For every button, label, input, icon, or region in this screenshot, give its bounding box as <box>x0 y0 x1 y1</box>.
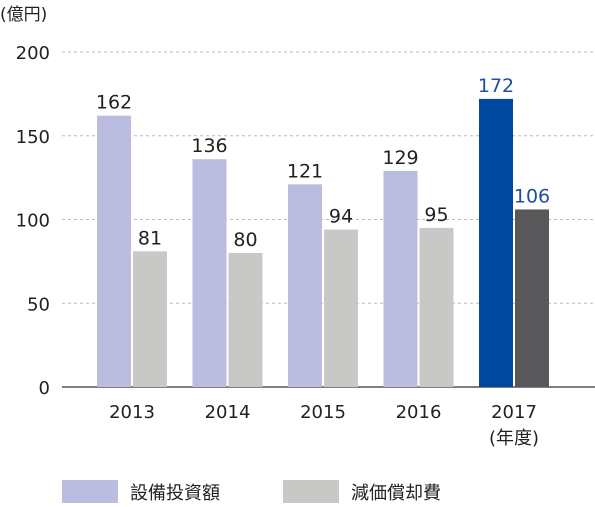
bar <box>479 98 513 388</box>
data-label: 81 <box>138 227 162 249</box>
x-tick-sublabel: (年度) <box>489 428 539 449</box>
bar <box>324 229 358 387</box>
bar <box>419 227 454 387</box>
legend-swatch <box>62 480 118 503</box>
legend-label: 設備投資額 <box>130 483 220 504</box>
bar <box>383 170 418 387</box>
data-label: 162 <box>96 92 132 114</box>
x-tick-label: 2016 <box>396 402 442 423</box>
y-tick-label: 200 <box>16 43 50 64</box>
y-tick-label: 150 <box>16 127 50 148</box>
y-tick-label: 0 <box>39 378 50 399</box>
x-tick-label: 2017 <box>491 402 537 423</box>
bar <box>133 251 167 387</box>
data-label: 121 <box>287 160 323 182</box>
bar <box>288 184 322 387</box>
legend: 設備投資額 減価償却費 <box>62 480 441 504</box>
data-label: 172 <box>478 75 514 97</box>
data-label: 95 <box>424 204 448 226</box>
y-tick-label: 100 <box>16 211 50 232</box>
data-label: 129 <box>382 147 418 169</box>
y-axis: 0 50 100 150 200 <box>16 43 50 399</box>
unit-label: (億円) <box>0 5 47 25</box>
data-label: 106 <box>514 185 550 207</box>
bar <box>192 159 227 387</box>
x-tick-label: 2014 <box>205 402 251 423</box>
x-tick-label: 2015 <box>300 402 346 423</box>
bar <box>515 209 549 387</box>
bar <box>97 115 131 388</box>
data-label: 136 <box>191 135 227 157</box>
bars: 162 81 136 80 121 94 129 95 172 106 <box>96 75 550 388</box>
data-label: 80 <box>233 229 257 251</box>
bar <box>228 253 263 387</box>
data-label: 94 <box>329 206 353 228</box>
legend-label: 減価償却費 <box>351 483 441 504</box>
x-tick-label: 2013 <box>109 402 155 423</box>
y-tick-label: 50 <box>27 294 50 315</box>
x-axis: 2013 2014 2015 2016 2017 (年度) <box>109 402 539 449</box>
legend-swatch <box>283 480 339 503</box>
